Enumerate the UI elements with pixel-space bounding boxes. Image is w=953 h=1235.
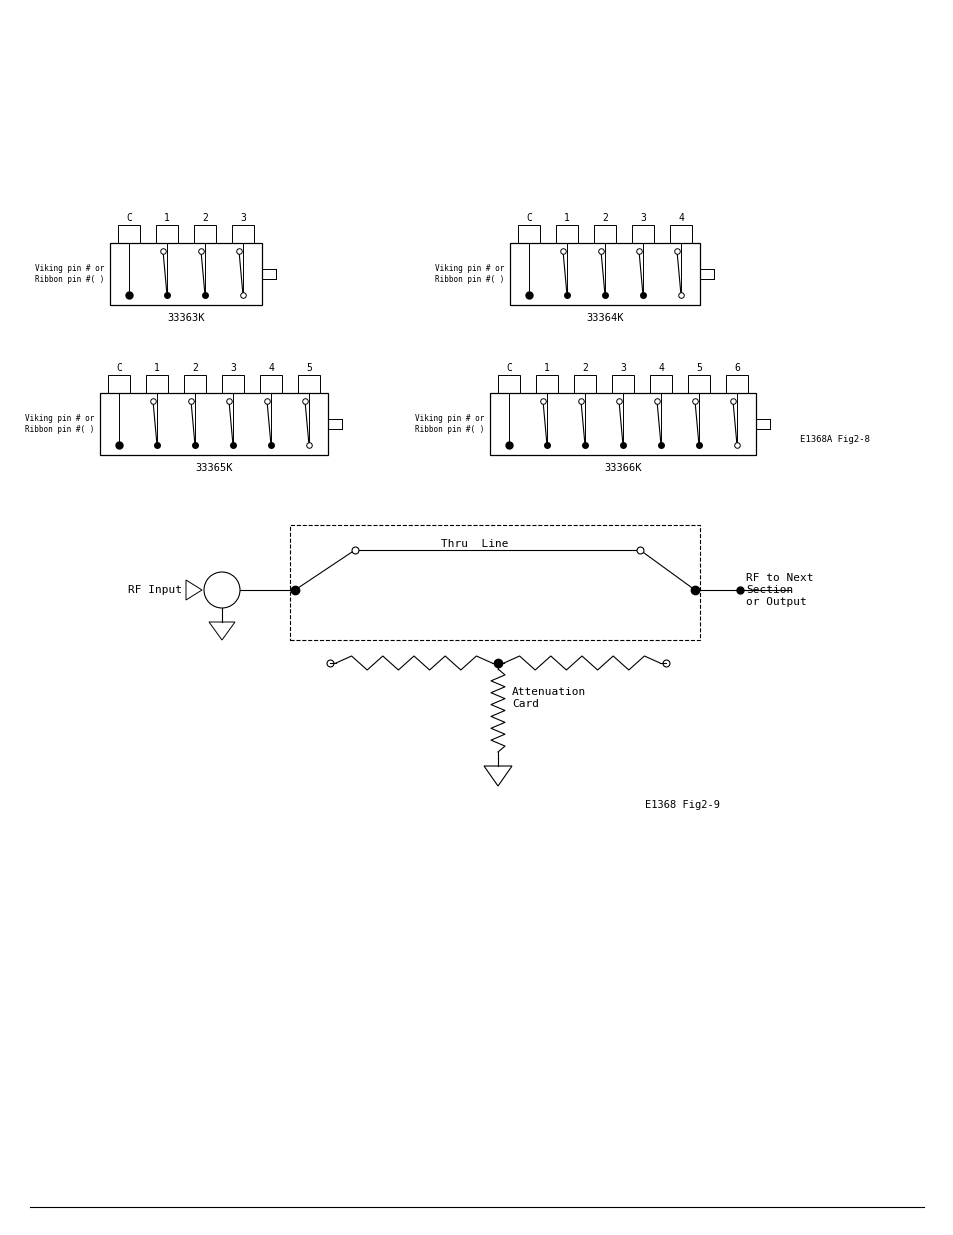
Text: 33366K: 33366K <box>603 463 641 473</box>
Text: Thru  Line: Thru Line <box>441 538 508 550</box>
Text: 3: 3 <box>619 363 625 373</box>
Text: 6: 6 <box>733 363 740 373</box>
Text: 4: 4 <box>678 212 683 224</box>
Text: 2: 2 <box>202 212 208 224</box>
Text: C: C <box>505 363 512 373</box>
Text: 5: 5 <box>306 363 312 373</box>
Text: 2: 2 <box>581 363 587 373</box>
Text: 3: 3 <box>639 212 645 224</box>
Text: 3: 3 <box>230 363 235 373</box>
Text: RF Input: RF Input <box>128 585 182 595</box>
Text: Attenuation
Card: Attenuation Card <box>512 687 586 709</box>
Text: 5: 5 <box>696 363 701 373</box>
Text: Viking pin # or
Ribbon pin #( ): Viking pin # or Ribbon pin #( ) <box>25 414 94 433</box>
Text: 33363K: 33363K <box>167 312 205 324</box>
Text: C: C <box>525 212 532 224</box>
Text: Viking pin # or
Ribbon pin #( ): Viking pin # or Ribbon pin #( ) <box>435 264 503 284</box>
Text: 1: 1 <box>153 363 160 373</box>
Text: E1368 Fig2-9: E1368 Fig2-9 <box>644 800 720 810</box>
Text: Viking pin # or
Ribbon pin #( ): Viking pin # or Ribbon pin #( ) <box>34 264 104 284</box>
Text: C: C <box>126 212 132 224</box>
Text: E1368A Fig2-8: E1368A Fig2-8 <box>800 435 869 445</box>
Text: RF to Next
Section
or Output: RF to Next Section or Output <box>745 573 813 606</box>
Text: 3: 3 <box>240 212 246 224</box>
Text: 1: 1 <box>164 212 170 224</box>
Text: 33364K: 33364K <box>586 312 623 324</box>
Text: Viking pin # or
Ribbon pin #( ): Viking pin # or Ribbon pin #( ) <box>415 414 483 433</box>
Text: 2: 2 <box>601 212 607 224</box>
Text: C: C <box>116 363 122 373</box>
Text: 1: 1 <box>543 363 549 373</box>
Text: 4: 4 <box>658 363 663 373</box>
Text: 1: 1 <box>563 212 569 224</box>
Text: 33365K: 33365K <box>195 463 233 473</box>
Text: 2: 2 <box>192 363 197 373</box>
Text: 4: 4 <box>268 363 274 373</box>
